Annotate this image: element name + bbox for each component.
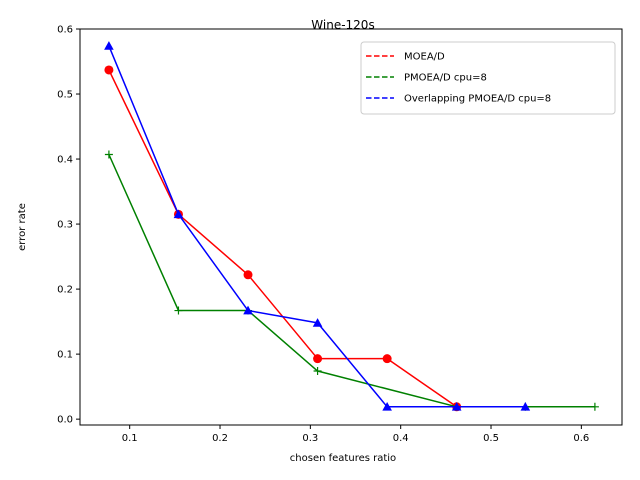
legend-label: PMOEA/D cpu=8 [404, 73, 487, 84]
data-point [173, 209, 184, 219]
data-point [451, 401, 462, 411]
plot-area [79, 28, 623, 426]
legend-label: MOEA/D [404, 52, 445, 63]
y-axis: 0.0 0.1 0.2 0.3 0.4 0.5 0.6 [57, 25, 80, 426]
data-point [520, 401, 531, 411]
x-tick-label: 0.3 [302, 433, 318, 444]
x-tick-label: 0.1 [122, 433, 138, 444]
x-tick-label: 0.5 [483, 433, 499, 444]
y-tick-label: 0.4 [57, 155, 73, 166]
data-point [382, 354, 392, 364]
legend: MOEA/D PMOEA/D cpu=8 Overlapping PMOEA/D c… [360, 41, 616, 115]
data-point [243, 270, 253, 280]
data-point [104, 41, 114, 50]
data-point [312, 318, 323, 327]
x-axis: 0.1 0.2 0.3 0.4 0.5 0.6 [122, 425, 589, 444]
chart-title: Wine-120s [311, 18, 374, 32]
data-point [313, 367, 322, 376]
data-point [243, 305, 253, 315]
y-tick-label: 0.1 [57, 350, 73, 361]
legend-box [360, 41, 616, 115]
series-triangle [104, 41, 531, 411]
data-point [313, 354, 323, 364]
x-tick-label: 0.4 [393, 433, 409, 444]
data-point [382, 401, 392, 411]
y-tick-label: 0.2 [57, 285, 73, 296]
x-tick-label: 0.6 [573, 433, 589, 444]
data-point [590, 402, 599, 411]
data-point [104, 150, 113, 159]
y-tick-label: 0.6 [57, 25, 73, 36]
legend-label: Overlapping PMOEA/D cpu=8 [404, 94, 551, 105]
x-axis-title: chosen features ratio [290, 453, 396, 464]
y-axis-title: error rate [17, 203, 28, 251]
x-tick-label: 0.2 [212, 433, 228, 444]
y-tick-label: 0.5 [57, 90, 73, 101]
plot-frame [79, 28, 623, 426]
series-layer [104, 41, 599, 412]
data-point [174, 306, 183, 315]
y-tick-label: 0.0 [57, 415, 73, 426]
data-point [104, 65, 114, 75]
y-tick-label: 0.3 [57, 220, 73, 231]
